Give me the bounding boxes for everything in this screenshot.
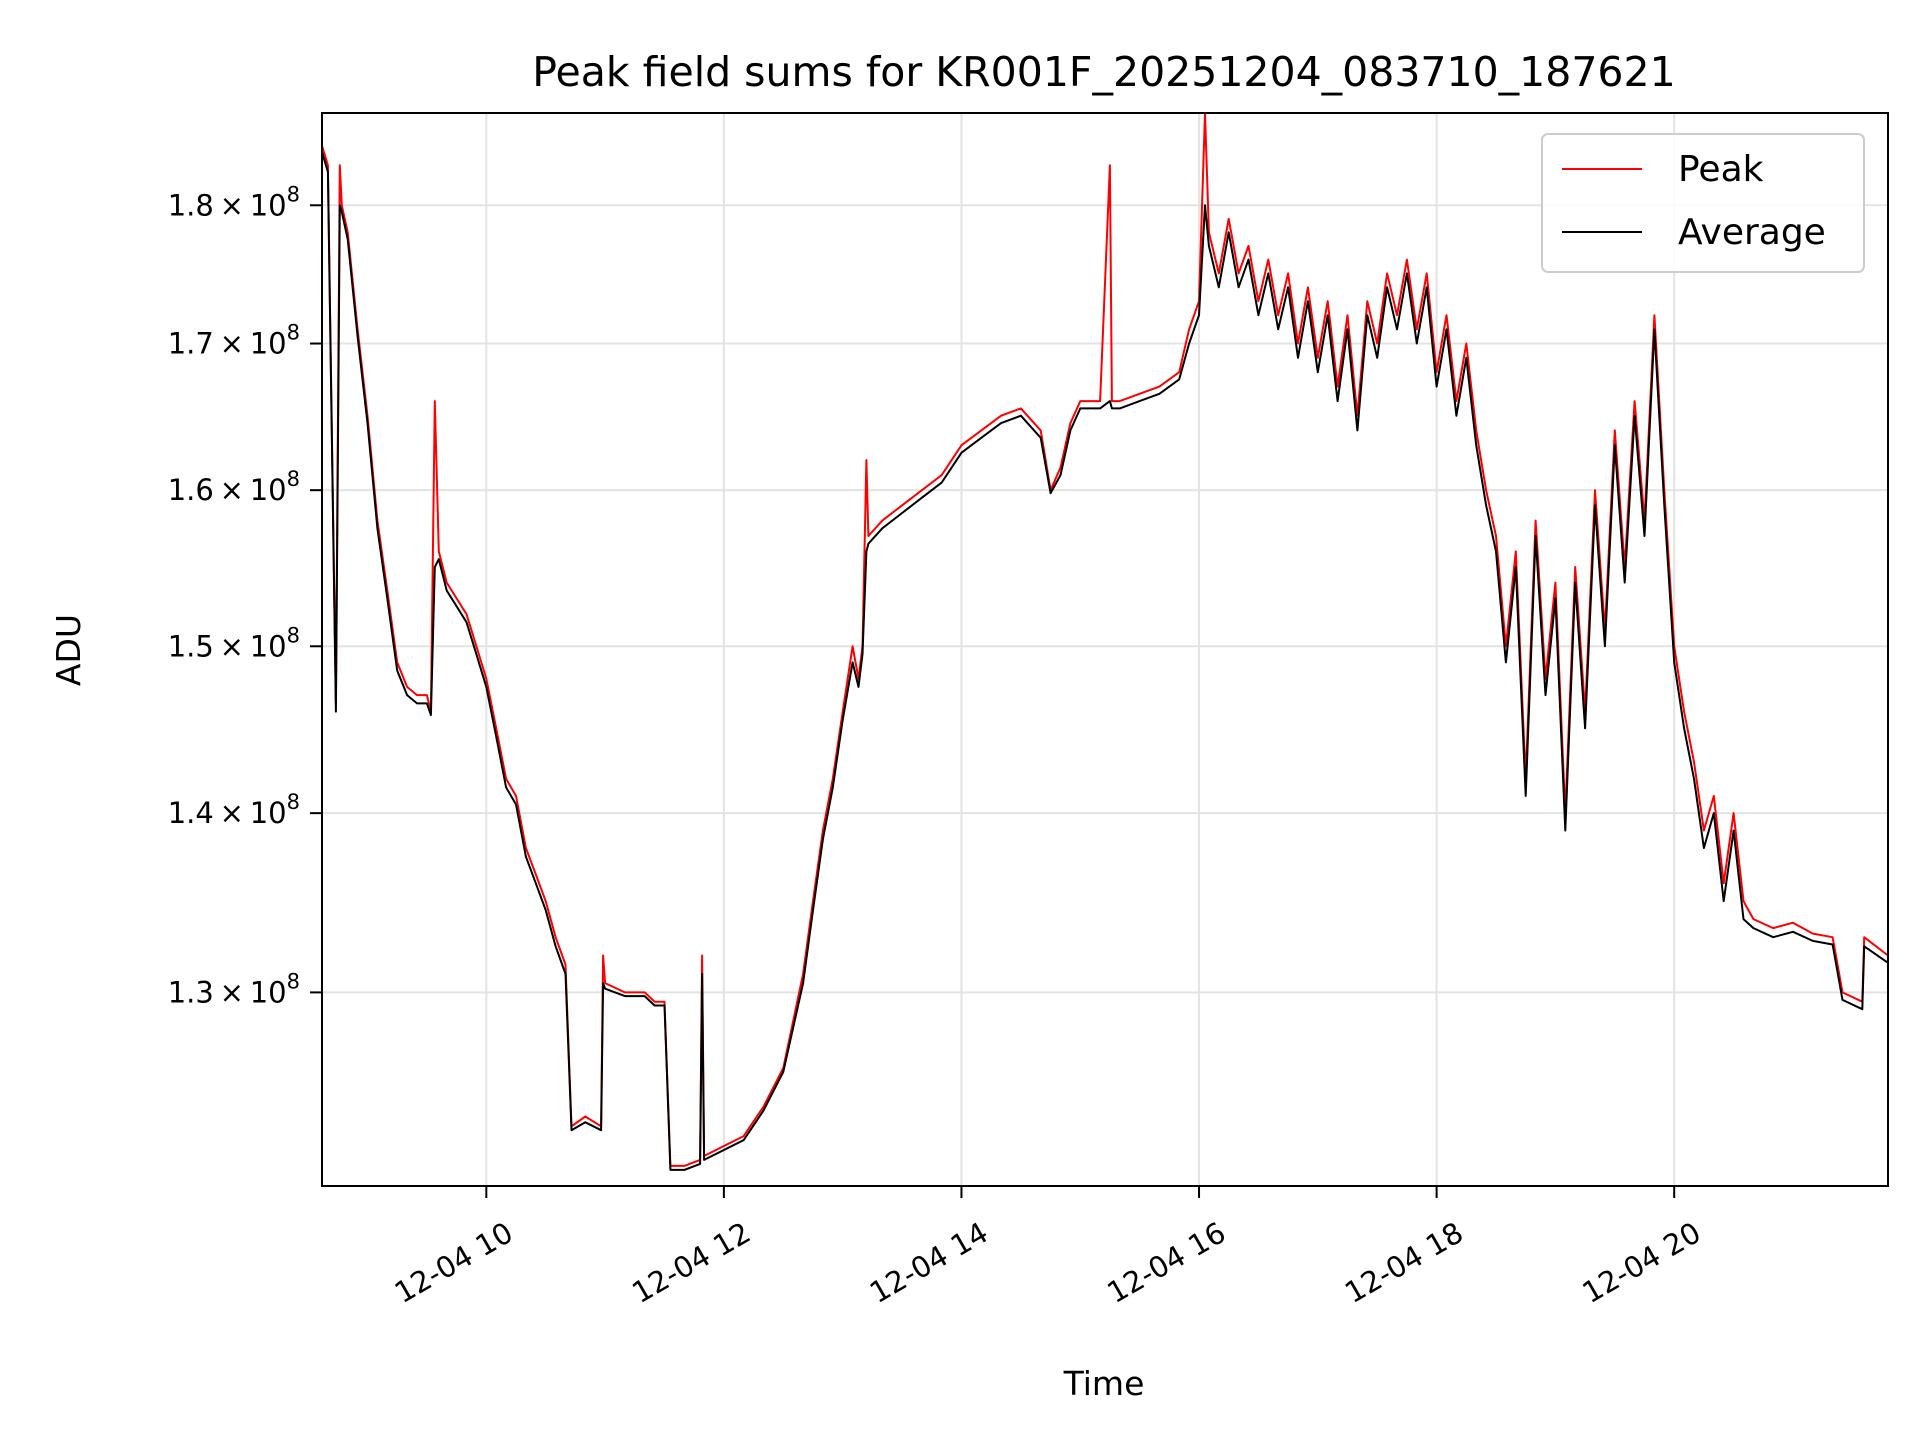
y-tick-exponent: 8 xyxy=(287,623,300,647)
y-tick-mantissa: 1.8 xyxy=(168,188,214,222)
y-tick-times: × 10 xyxy=(214,473,287,507)
chart-title: Peak field sums for KR001F_20251204_0837… xyxy=(532,48,1675,96)
y-tick-mantissa: 1.4 xyxy=(168,796,214,830)
y-tick-mantissa: 1.6 xyxy=(168,473,214,507)
legend-label-average: Average xyxy=(1678,212,1826,253)
series-line-average xyxy=(321,151,1889,1171)
y-tick-times: × 10 xyxy=(214,188,287,222)
series-line-peak xyxy=(321,112,1889,1167)
y-tick-times: × 10 xyxy=(214,975,287,1009)
grid-lines xyxy=(322,113,1888,1186)
y-tick-exponent: 8 xyxy=(287,182,300,206)
y-tick-times: × 10 xyxy=(214,327,287,361)
legend-label-peak: Peak xyxy=(1678,149,1764,190)
y-tick-label: 1.8 × 108 xyxy=(168,182,300,222)
y-tick-mantissa: 1.3 xyxy=(168,975,214,1009)
y-tick-label: 1.3 × 108 xyxy=(168,969,300,1009)
x-axis-label: Time xyxy=(1063,1364,1145,1403)
y-tick-label: 1.4 × 108 xyxy=(168,790,300,830)
y-tick-exponent: 8 xyxy=(287,969,300,993)
plot-frame xyxy=(321,112,1889,1187)
series-layer xyxy=(321,112,1889,1171)
y-tick-times: × 10 xyxy=(214,796,287,830)
y-tick-mantissa: 1.7 xyxy=(168,327,214,361)
y-tick-times: × 10 xyxy=(214,629,287,663)
y-tick-exponent: 8 xyxy=(287,321,300,345)
y-tick-mantissa: 1.5 xyxy=(168,629,214,663)
legend: Peak Average xyxy=(1541,133,1865,273)
y-tick-label: 1.5 × 108 xyxy=(168,623,300,663)
y-axis-label: ADU xyxy=(49,614,88,686)
y-tick-label: 1.7 × 108 xyxy=(168,321,300,361)
y-tick-label: 1.6 × 108 xyxy=(168,467,300,507)
y-tick-exponent: 8 xyxy=(287,467,300,491)
y-tick-exponent: 8 xyxy=(287,790,300,814)
